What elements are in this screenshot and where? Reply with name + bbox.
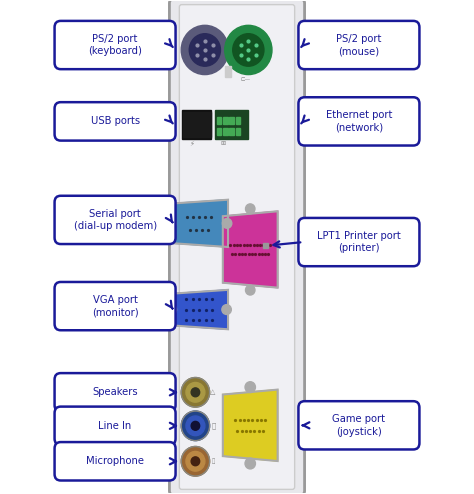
Text: PS/2 port
(mouse): PS/2 port (mouse) — [336, 34, 382, 56]
Bar — [264, 243, 268, 248]
Circle shape — [245, 458, 255, 469]
Circle shape — [246, 204, 255, 214]
Bar — [225, 66, 231, 77]
Text: Serial port
(dial-up modem): Serial port (dial-up modem) — [73, 208, 156, 231]
Text: ⚡: ⚡ — [190, 141, 194, 147]
FancyBboxPatch shape — [299, 218, 419, 266]
Text: Game port
(joystick): Game port (joystick) — [332, 414, 385, 437]
Bar — [223, 128, 228, 135]
Text: 𝄞: 𝄞 — [212, 458, 215, 464]
Bar — [215, 110, 248, 139]
Circle shape — [222, 305, 231, 315]
FancyBboxPatch shape — [55, 407, 175, 445]
Text: PS/2 port
(keyboard): PS/2 port (keyboard) — [88, 34, 142, 56]
Circle shape — [181, 25, 228, 75]
Circle shape — [181, 411, 210, 441]
Bar — [229, 117, 234, 124]
Polygon shape — [223, 390, 278, 461]
FancyBboxPatch shape — [55, 102, 175, 141]
Circle shape — [186, 452, 205, 471]
Text: LPT1 Printer port
(printer): LPT1 Printer port (printer) — [317, 231, 401, 253]
FancyBboxPatch shape — [299, 21, 419, 69]
FancyBboxPatch shape — [179, 4, 295, 490]
Circle shape — [181, 377, 210, 407]
Circle shape — [166, 218, 176, 228]
FancyBboxPatch shape — [169, 0, 305, 494]
Polygon shape — [223, 211, 278, 288]
Bar — [223, 117, 228, 124]
Circle shape — [191, 421, 200, 430]
Bar — [217, 128, 221, 135]
FancyBboxPatch shape — [55, 21, 175, 69]
Text: ⊏—: ⊏— — [241, 77, 251, 82]
Polygon shape — [170, 200, 228, 247]
Text: Ethernet port
(network): Ethernet port (network) — [326, 110, 392, 132]
Circle shape — [186, 382, 205, 402]
Circle shape — [222, 218, 232, 228]
FancyBboxPatch shape — [55, 196, 175, 244]
Text: VGA port
(monitor): VGA port (monitor) — [92, 295, 138, 317]
FancyBboxPatch shape — [55, 282, 175, 330]
Circle shape — [233, 34, 264, 66]
Circle shape — [186, 416, 205, 436]
Text: Line In: Line In — [99, 421, 132, 431]
Bar — [236, 128, 240, 135]
Circle shape — [245, 382, 255, 393]
Text: USB ports: USB ports — [91, 117, 140, 126]
Polygon shape — [170, 290, 228, 329]
Text: ⊞: ⊞ — [220, 141, 226, 146]
FancyBboxPatch shape — [299, 401, 419, 450]
Circle shape — [189, 34, 220, 66]
Bar — [229, 128, 234, 135]
Circle shape — [181, 447, 210, 476]
Circle shape — [246, 285, 255, 295]
Circle shape — [191, 457, 200, 466]
Circle shape — [167, 305, 176, 315]
Text: △: △ — [210, 389, 215, 395]
FancyBboxPatch shape — [55, 373, 175, 412]
Bar — [236, 117, 240, 124]
Circle shape — [191, 388, 200, 397]
Text: ⌒: ⌒ — [211, 422, 216, 429]
Circle shape — [225, 25, 272, 75]
Bar — [217, 117, 221, 124]
Bar — [182, 112, 210, 137]
Text: Speakers: Speakers — [92, 387, 138, 397]
Bar — [182, 110, 211, 139]
Text: Microphone: Microphone — [86, 456, 144, 466]
FancyBboxPatch shape — [55, 442, 175, 481]
FancyBboxPatch shape — [299, 97, 419, 146]
